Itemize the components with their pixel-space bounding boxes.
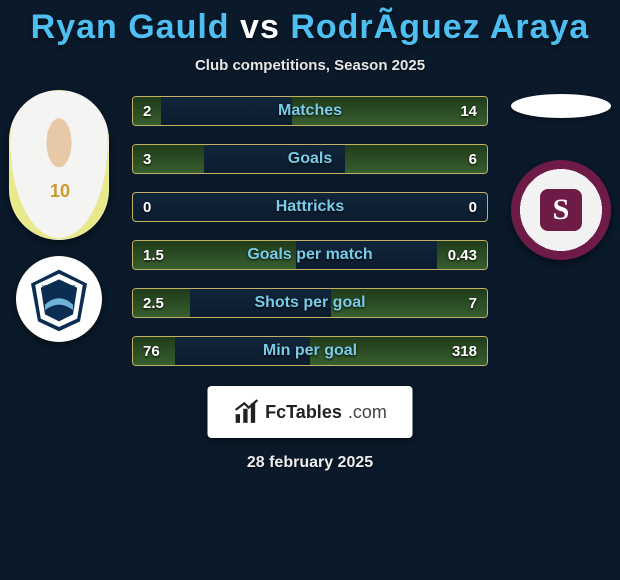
- page-title: Ryan Gauld vs RodrÃ­guez Araya: [0, 0, 620, 47]
- stat-bar: 2Matches14: [132, 96, 488, 126]
- stat-bar: 1.5Goals per match0.43: [132, 240, 488, 270]
- stat-label: Goals per match: [133, 241, 487, 269]
- player2-club-badge: S: [511, 160, 611, 260]
- brand-card: FcTables .com: [208, 386, 413, 438]
- player1-avatar: 10: [9, 90, 109, 240]
- comparison-stage: 10 WHITECAPS S 2Matches14 3Goals6 0Hattric…: [0, 96, 620, 496]
- stat-label: Shots per goal: [133, 289, 487, 317]
- stat-value-right: 6: [459, 145, 487, 173]
- stat-bars: 2Matches14 3Goals6 0Hattricks0 1.5Goals per…: [132, 96, 488, 366]
- player2-avatar-placeholder: [511, 94, 611, 118]
- player1-club-badge: WHITECAPS: [16, 256, 102, 342]
- footer-date: 28 february 2025: [0, 454, 620, 472]
- stat-bar: 3Goals6: [132, 144, 488, 174]
- stat-value-right: 0: [459, 193, 487, 221]
- svg-text:WHITECAPS: WHITECAPS: [42, 285, 76, 291]
- stat-label: Matches: [133, 97, 487, 125]
- stat-bar: 0Hattricks0: [132, 192, 488, 222]
- brand-bold: FcTables: [265, 402, 342, 423]
- stat-value-right: 0.43: [438, 241, 487, 269]
- stat-value-right: 318: [442, 337, 487, 365]
- stat-bar: 76Min per goal318: [132, 336, 488, 366]
- player2-name: RodrÃ­guez Araya: [290, 8, 589, 46]
- vs-text: vs: [240, 8, 280, 46]
- fctables-logo: FcTables .com: [233, 399, 387, 425]
- right-column: S: [506, 90, 616, 260]
- whitecaps-icon: WHITECAPS: [24, 264, 94, 334]
- stat-label: Min per goal: [133, 337, 487, 365]
- stat-label: Goals: [133, 145, 487, 173]
- chart-icon: [233, 399, 259, 425]
- left-column: 10 WHITECAPS: [4, 90, 114, 342]
- brand-thin: .com: [348, 402, 387, 423]
- player1-name: Ryan Gauld: [31, 8, 230, 46]
- subtitle: Club competitions, Season 2025: [0, 57, 620, 74]
- saprissa-icon: S: [540, 189, 582, 231]
- stat-value-right: 7: [459, 289, 487, 317]
- stat-label: Hattricks: [133, 193, 487, 221]
- player1-jersey-number: 10: [50, 181, 70, 202]
- stat-bar: 2.5Shots per goal7: [132, 288, 488, 318]
- stat-value-right: 14: [450, 97, 487, 125]
